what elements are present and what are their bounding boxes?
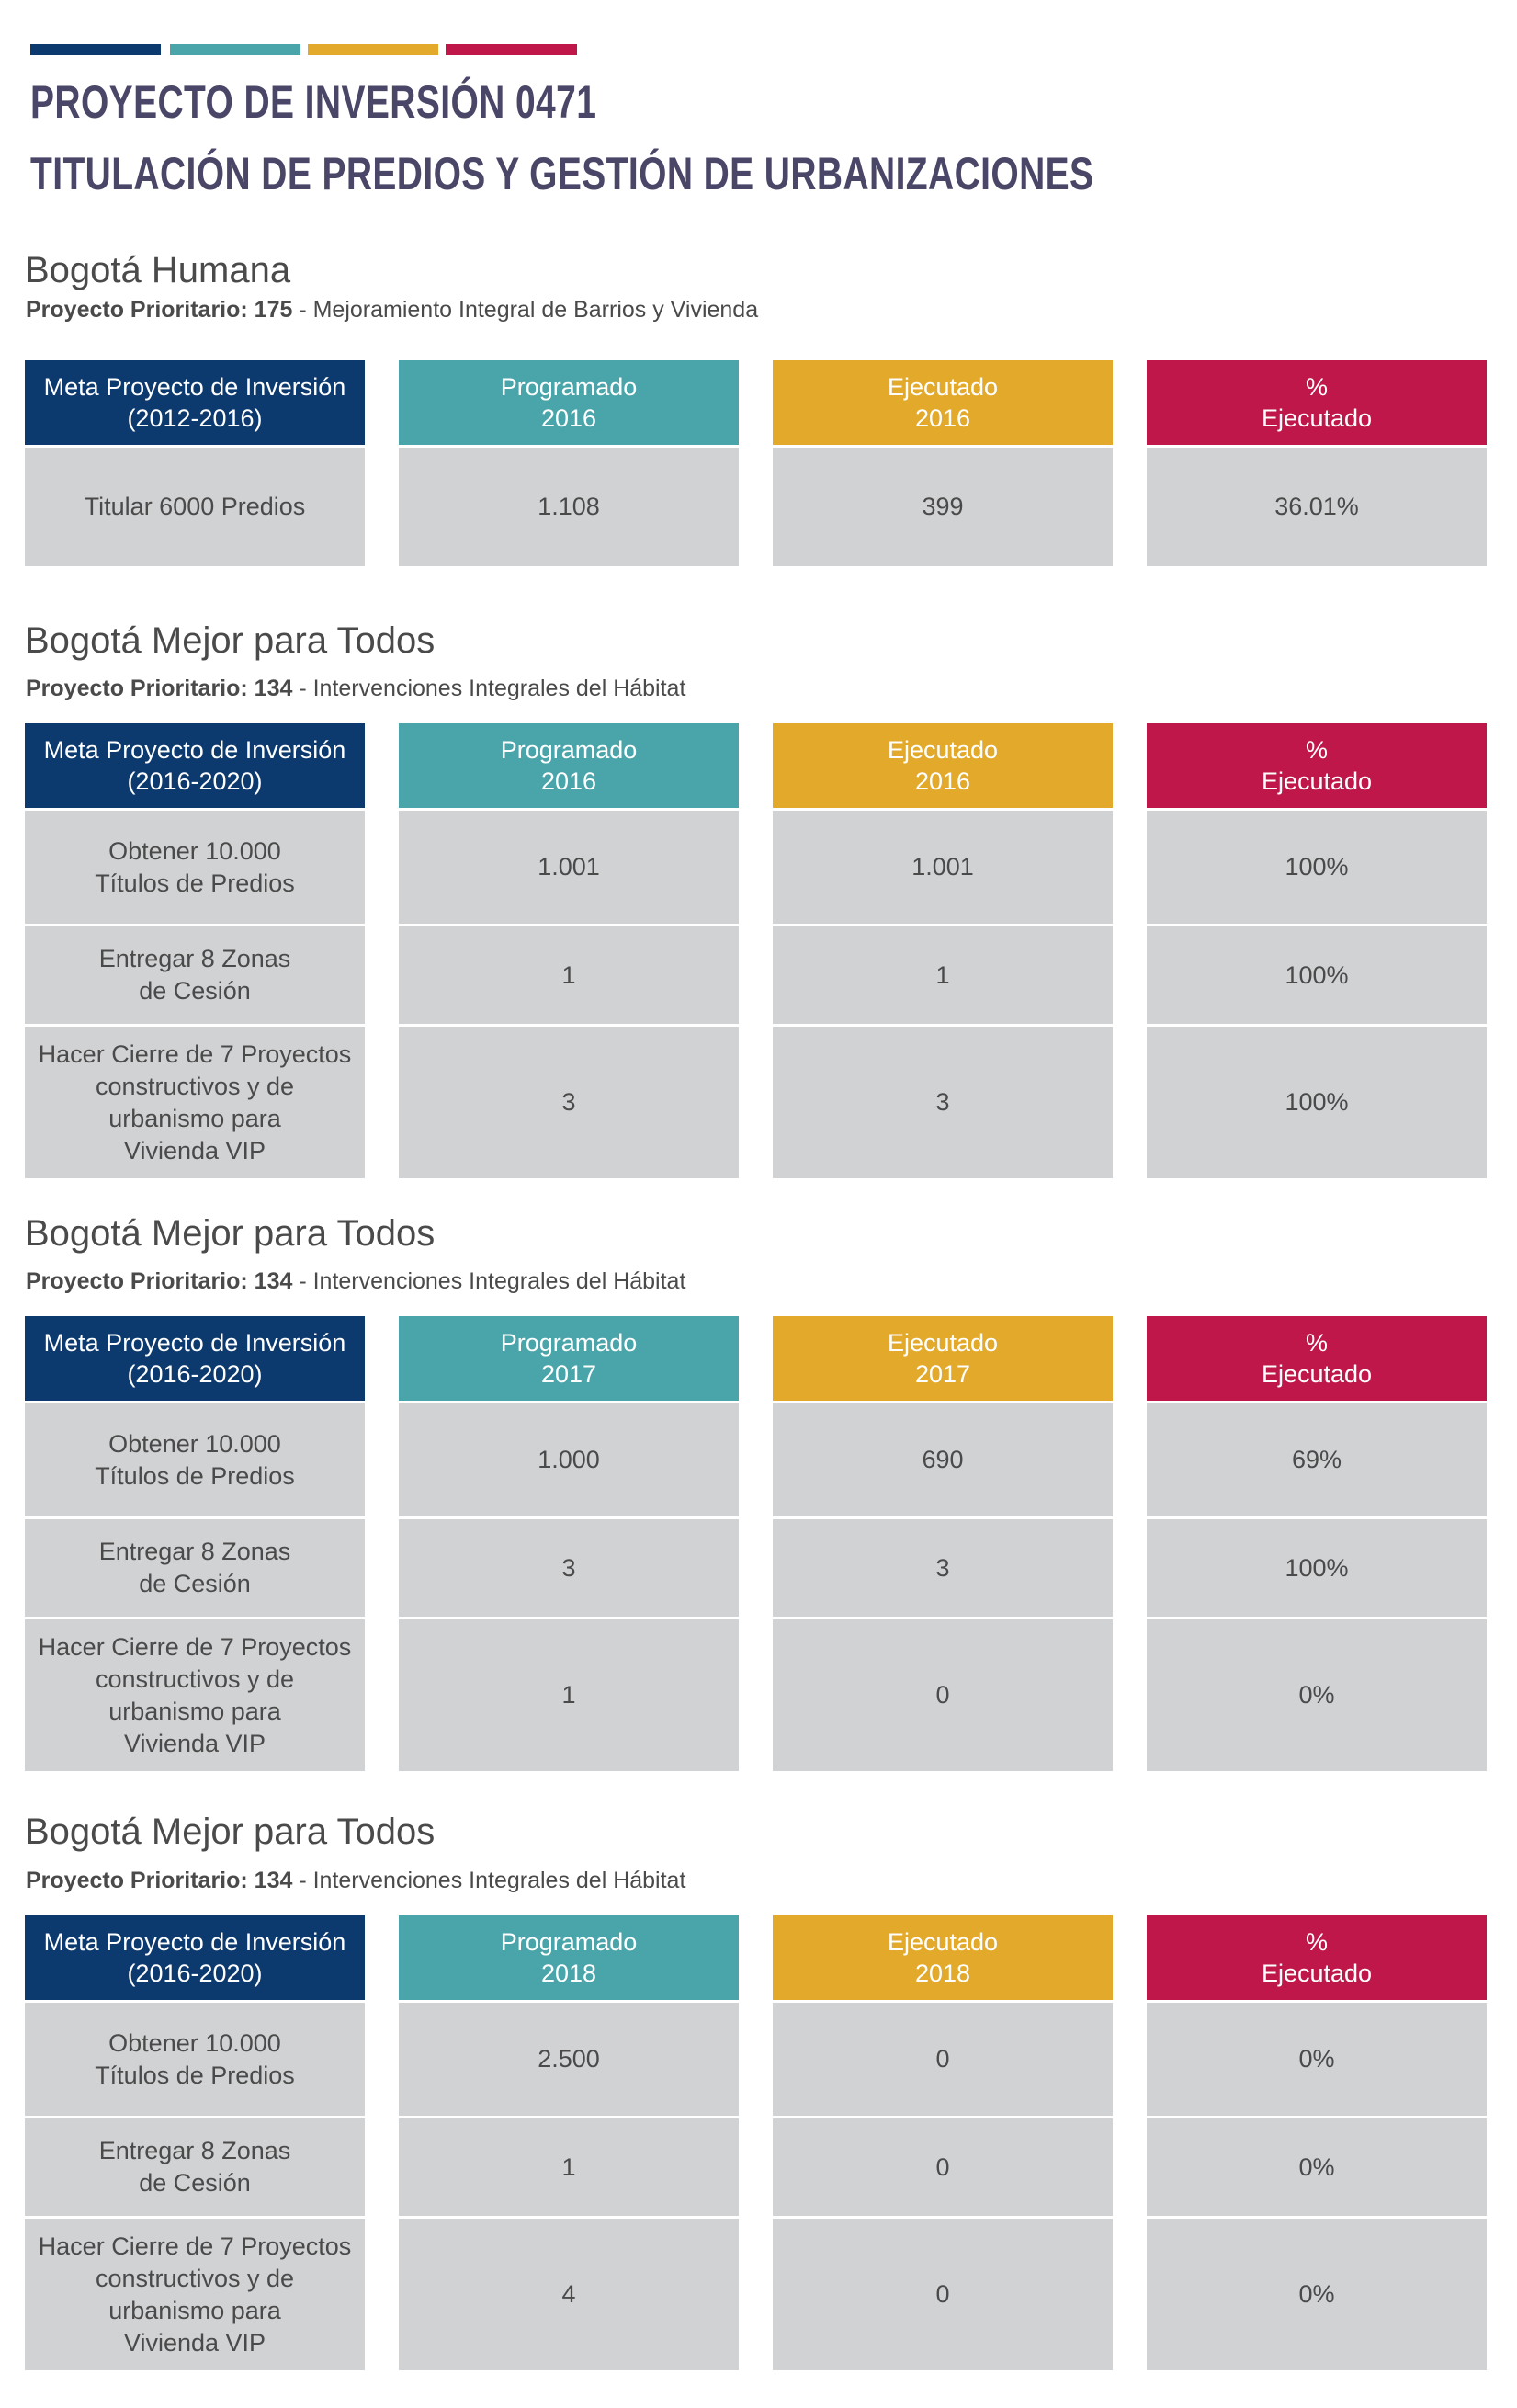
subtitle-bold: Proyecto Prioritario: 134	[26, 676, 293, 701]
table-cell: 100%	[1147, 1516, 1487, 1617]
column-header: Meta Proyecto de Inversión (2016-2020)	[25, 1316, 365, 1401]
table-cell: 2.500	[399, 2000, 739, 2116]
subtitle-bold: Proyecto Prioritario: 175	[26, 297, 293, 323]
table-cell: 0	[773, 1617, 1113, 1771]
table-cell: Obtener 10.000 Títulos de Predios	[25, 808, 365, 924]
table-cell: 3	[773, 1024, 1113, 1178]
column-header: % Ejecutado	[1147, 360, 1487, 445]
table-cell: 399	[773, 445, 1113, 566]
table-cell: 69%	[1147, 1401, 1487, 1516]
table-cell: Titular 6000 Predios	[25, 445, 365, 566]
table-column-programado: Programado 2018 2.500 1 4	[399, 1915, 739, 2370]
column-header: Ejecutado 2016	[773, 723, 1113, 808]
column-header: Meta Proyecto de Inversión (2016-2020)	[25, 1915, 365, 2000]
subtitle-rest: - Intervenciones Integrales del Hábitat	[292, 1868, 686, 1893]
color-bar-navy	[30, 44, 161, 55]
table-cell: 0	[773, 2000, 1113, 2116]
color-bar-yellow	[308, 44, 438, 55]
table-cell: Entregar 8 Zonas de Cesión	[25, 924, 365, 1024]
page-title-line2: TITULACIÓN DE PREDIOS Y GESTIÓN DE URBAN…	[30, 148, 1094, 199]
table-column-porcentaje: % Ejecutado 36.01%	[1147, 360, 1487, 566]
table-cell: Hacer Cierre de 7 Proyectos constructivo…	[25, 1024, 365, 1178]
column-header: Ejecutado 2017	[773, 1316, 1113, 1401]
table-column-programado: Programado 2016 1.108	[399, 360, 739, 566]
table-cell: 1.001	[773, 808, 1113, 924]
table-cell: 100%	[1147, 1024, 1487, 1178]
table-cell: Entregar 8 Zonas de Cesión	[25, 2116, 365, 2216]
table-cell: 0%	[1147, 2216, 1487, 2370]
table-column-porcentaje: % Ejecutado 69% 100% 0%	[1147, 1316, 1487, 1771]
table-cell: 1.108	[399, 445, 739, 566]
subtitle-rest: - Mejoramiento Integral de Barrios y Viv…	[292, 297, 759, 323]
color-bar-magenta	[446, 44, 577, 55]
table-cell: 0	[773, 2116, 1113, 2216]
table-column-ejecutado: Ejecutado 2018 0 0 0	[773, 1915, 1113, 2370]
table-column-meta: Meta Proyecto de Inversión (2016-2020) O…	[25, 1915, 365, 2370]
table-cell: 3	[399, 1024, 739, 1178]
table-cell: 36.01%	[1147, 445, 1487, 566]
column-header: Ejecutado 2016	[773, 360, 1113, 445]
table-column-programado: Programado 2016 1.001 1 3	[399, 723, 739, 1178]
section-title: Bogotá Mejor para Todos	[25, 1213, 436, 1254]
column-header: Meta Proyecto de Inversión (2016-2020)	[25, 723, 365, 808]
column-header: Programado 2018	[399, 1915, 739, 2000]
color-bar-teal	[170, 44, 300, 55]
table-column-porcentaje: % Ejecutado 0% 0% 0%	[1147, 1915, 1487, 2370]
table-cell: 1.000	[399, 1401, 739, 1516]
table-cell: Hacer Cierre de 7 Proyectos constructivo…	[25, 1617, 365, 1771]
table-cell: 1	[399, 1617, 739, 1771]
table-cell: 0%	[1147, 2116, 1487, 2216]
section-title: Bogotá Mejor para Todos	[25, 620, 436, 661]
table-cell: 1	[399, 2116, 739, 2216]
table-cell: Obtener 10.000 Títulos de Predios	[25, 1401, 365, 1516]
table-column-programado: Programado 2017 1.000 3 1	[399, 1316, 739, 1771]
subtitle-bold: Proyecto Prioritario: 134	[26, 1868, 293, 1893]
column-header: Programado 2017	[399, 1316, 739, 1401]
column-header: Programado 2016	[399, 360, 739, 445]
table-cell: 100%	[1147, 924, 1487, 1024]
table-cell: 3	[773, 1516, 1113, 1617]
section-title: Bogotá Humana	[25, 250, 291, 290]
section-subtitle: Proyecto Prioritario: 134 - Intervencion…	[26, 1868, 685, 1894]
table-column-meta: Meta Proyecto de Inversión (2016-2020) O…	[25, 1316, 365, 1771]
subtitle-rest: - Intervenciones Integrales del Hábitat	[292, 1268, 686, 1294]
column-header: % Ejecutado	[1147, 1316, 1487, 1401]
column-header: Meta Proyecto de Inversión (2012-2016)	[25, 360, 365, 445]
table-cell: 1.001	[399, 808, 739, 924]
column-header: % Ejecutado	[1147, 723, 1487, 808]
table-cell: 100%	[1147, 808, 1487, 924]
table-column-meta: Meta Proyecto de Inversión (2012-2016) T…	[25, 360, 365, 566]
table-cell: 1	[399, 924, 739, 1024]
table-column-porcentaje: % Ejecutado 100% 100% 100%	[1147, 723, 1487, 1178]
column-header: Programado 2016	[399, 723, 739, 808]
table-column-meta: Meta Proyecto de Inversión (2016-2020) O…	[25, 723, 365, 1178]
table-cell: 0%	[1147, 2000, 1487, 2116]
table-cell: 0	[773, 2216, 1113, 2370]
table-cell: 1	[773, 924, 1113, 1024]
page-title-line1: PROYECTO DE INVERSIÓN 0471	[30, 76, 597, 128]
table-cell: 0%	[1147, 1617, 1487, 1771]
table-column-ejecutado: Ejecutado 2017 690 3 0	[773, 1316, 1113, 1771]
table-column-ejecutado: Ejecutado 2016 399	[773, 360, 1113, 566]
section-subtitle: Proyecto Prioritario: 134 - Intervencion…	[26, 1268, 685, 1295]
column-header: % Ejecutado	[1147, 1915, 1487, 2000]
section-title: Bogotá Mejor para Todos	[25, 1812, 436, 1852]
table-cell: 4	[399, 2216, 739, 2370]
table-cell: Entregar 8 Zonas de Cesión	[25, 1516, 365, 1617]
table-cell: 3	[399, 1516, 739, 1617]
table-cell: 690	[773, 1401, 1113, 1516]
column-header: Ejecutado 2018	[773, 1915, 1113, 2000]
subtitle-rest: - Intervenciones Integrales del Hábitat	[292, 676, 686, 701]
table-cell: Hacer Cierre de 7 Proyectos constructivo…	[25, 2216, 365, 2370]
section-subtitle: Proyecto Prioritario: 175 - Mejoramiento…	[26, 297, 758, 324]
subtitle-bold: Proyecto Prioritario: 134	[26, 1268, 293, 1294]
table-cell: Obtener 10.000 Títulos de Predios	[25, 2000, 365, 2116]
section-subtitle: Proyecto Prioritario: 134 - Intervencion…	[26, 676, 685, 702]
table-column-ejecutado: Ejecutado 2016 1.001 1 3	[773, 723, 1113, 1178]
